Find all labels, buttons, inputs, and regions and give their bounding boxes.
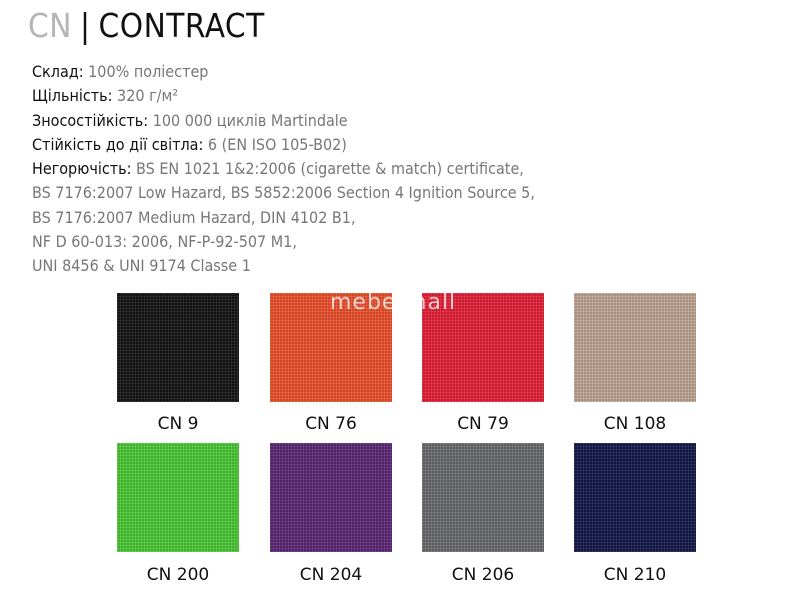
swatch-label: CN 204 [299,565,363,585]
spec-row: BS 7176:2007 Low Hazard, BS 5852:2006 Se… [32,181,535,205]
swatch-label: CN 76 [305,414,357,434]
spec-value: NF D 60-013: 2006, NF-P-92-507 M1, [32,232,297,252]
fabric-swatch [574,443,696,552]
watermark: mebel-hall [330,290,457,315]
swatch-label: CN 108 [603,414,667,434]
fabric-swatch [422,443,544,552]
title-separator: | [79,6,91,45]
fabric-swatch [117,293,239,402]
spec-label: Щільність: [32,86,113,106]
swatch-label: CN 206 [451,565,515,585]
spec-list: Склад: 100% поліестер Щільність: 320 г/м²… [32,60,535,279]
fabric-swatch [270,293,392,402]
spec-row: Негорючість: BS EN 1021 1&2:2006 (cigare… [32,157,535,181]
spec-row: Склад: 100% поліестер [32,60,535,84]
spec-value: BS 7176:2007 Low Hazard, BS 5852:2006 Se… [32,183,535,203]
spec-value: UNI 8456 & UNI 9174 Classe 1 [32,256,251,276]
fabric-swatch [117,443,239,552]
page-title: CN | CONTRACT [28,6,265,45]
spec-value: 320 г/м² [112,86,179,106]
title-code: CN [28,6,72,45]
spec-row: BS 7176:2007 Medium Hazard, DIN 4102 B1, [32,206,535,230]
spec-row: Щільність: 320 г/м² [32,84,535,108]
spec-label: Негорючість: [32,159,132,179]
spec-value: 6 (EN ISO 105-B02) [203,134,347,154]
swatch-label: CN 210 [603,565,667,585]
fabric-swatch [270,443,392,552]
spec-value: BS 7176:2007 Medium Hazard, DIN 4102 B1, [32,207,356,227]
spec-value: BS EN 1021 1&2:2006 (cigarette & match) … [131,159,524,179]
swatch-label: CN 200 [146,565,210,585]
swatch-label: CN 9 [157,414,199,434]
spec-row: Стійкість до дії світла: 6 (EN ISO 105-B… [32,133,535,157]
spec-row: NF D 60-013: 2006, NF-P-92-507 M1, [32,230,535,254]
spec-row: UNI 8456 & UNI 9174 Classe 1 [32,254,535,278]
spec-value: 100 000 циклів Martindale [148,110,348,130]
spec-row: Зносостійкість: 100 000 циклів Martindal… [32,109,535,133]
spec-label: Склад: [32,62,84,81]
fabric-swatch [574,293,696,402]
swatch-label: CN 79 [457,414,509,434]
title-name: CONTRACT [98,6,265,45]
spec-label: Зносостійкість: [32,110,149,130]
spec-label: Стійкість до дії світла: [32,134,204,154]
spec-value: 100% поліестер [83,62,209,81]
fabric-swatch [422,293,544,402]
